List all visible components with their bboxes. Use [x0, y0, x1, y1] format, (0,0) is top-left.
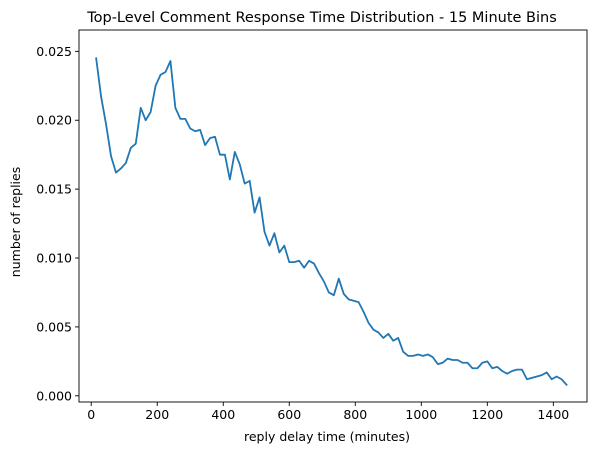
x-tick-label: 0: [87, 407, 95, 422]
chart-title: Top-Level Comment Response Time Distribu…: [86, 10, 557, 26]
series-line-0: [95, 57, 568, 387]
y-tick-label: 0.020: [36, 113, 72, 128]
plot-frame: [78, 29, 588, 403]
y-tick-label: 0.000: [36, 388, 72, 403]
y-tick-label: 0.025: [36, 44, 72, 59]
x-tick-label: 200: [145, 407, 169, 422]
y-tick-label: 0.005: [36, 319, 72, 334]
y-axis-label: number of replies: [8, 167, 23, 277]
x-tick-label: 400: [211, 407, 235, 422]
x-tick-label: 800: [343, 407, 367, 422]
y-tick-label: 0.010: [36, 251, 72, 266]
y-tick-label: 0.015: [36, 182, 72, 197]
plot-area: 0 200 400 600 800 1000 1200 1400 0.000 0.005 0.010…: [36, 29, 588, 422]
x-axis-label: reply delay time (minutes): [244, 429, 410, 444]
x-tick-label: 600: [277, 407, 301, 422]
x-tick-label: 1400: [537, 407, 569, 422]
x-tick-label: 1000: [405, 407, 437, 422]
x-tick-label: 1200: [471, 407, 503, 422]
